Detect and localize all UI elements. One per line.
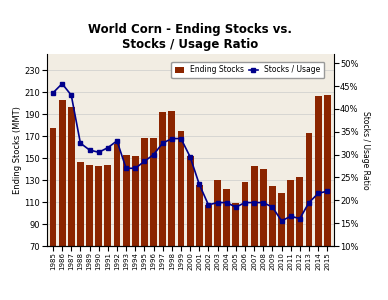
- Stocks / Usage: [142, 160, 147, 163]
- Stocks / Usage: [224, 201, 229, 204]
- Bar: [242, 182, 248, 300]
- Bar: [232, 203, 239, 300]
- Y-axis label: Stocks / Usage Ratio: Stocks / Usage Ratio: [361, 111, 370, 189]
- Bar: [132, 156, 139, 300]
- Bar: [141, 139, 148, 300]
- Title: World Corn - Ending Stocks vs.
Stocks / Usage Ratio: World Corn - Ending Stocks vs. Stocks / …: [88, 23, 292, 51]
- Bar: [159, 112, 166, 300]
- Stocks / Usage: [307, 201, 311, 204]
- Stocks / Usage: [215, 201, 220, 204]
- Stocks / Usage: [188, 155, 192, 159]
- Stocks / Usage: [279, 219, 284, 223]
- Bar: [306, 133, 312, 300]
- Bar: [278, 193, 285, 300]
- Stocks / Usage: [96, 151, 101, 154]
- Bar: [296, 177, 303, 300]
- Bar: [287, 180, 294, 300]
- Stocks / Usage: [325, 189, 330, 193]
- Stocks / Usage: [261, 201, 266, 204]
- Bar: [68, 107, 74, 300]
- Bar: [123, 155, 130, 300]
- Stocks / Usage: [69, 93, 74, 97]
- Bar: [168, 111, 175, 300]
- Stocks / Usage: [60, 82, 64, 85]
- Bar: [104, 165, 111, 300]
- Bar: [187, 156, 194, 300]
- Bar: [214, 180, 221, 300]
- Bar: [196, 184, 203, 300]
- Bar: [86, 165, 93, 300]
- Stocks / Usage: [197, 182, 202, 186]
- Line: Stocks / Usage: Stocks / Usage: [51, 82, 329, 223]
- Bar: [95, 166, 102, 300]
- Stocks / Usage: [298, 217, 302, 220]
- Stocks / Usage: [124, 167, 128, 170]
- Stocks / Usage: [234, 205, 238, 209]
- Stocks / Usage: [87, 148, 92, 152]
- Stocks / Usage: [252, 201, 256, 204]
- Stocks / Usage: [133, 167, 138, 170]
- Bar: [50, 128, 56, 300]
- Stocks / Usage: [160, 141, 165, 145]
- Y-axis label: Ending Stocks (MMT): Ending Stocks (MMT): [13, 106, 22, 194]
- Stocks / Usage: [170, 137, 174, 140]
- Stocks / Usage: [288, 214, 293, 218]
- Bar: [178, 131, 184, 300]
- Bar: [315, 96, 322, 300]
- Legend: Ending Stocks, Stocks / Usage: Ending Stocks, Stocks / Usage: [171, 62, 324, 78]
- Stocks / Usage: [106, 146, 110, 149]
- Stocks / Usage: [270, 205, 275, 209]
- Stocks / Usage: [242, 201, 247, 204]
- Bar: [223, 189, 230, 300]
- Stocks / Usage: [316, 192, 320, 195]
- Bar: [324, 94, 331, 300]
- Bar: [77, 161, 84, 300]
- Bar: [260, 169, 267, 300]
- Stocks / Usage: [206, 203, 211, 207]
- Stocks / Usage: [178, 137, 183, 140]
- Bar: [205, 206, 212, 300]
- Stocks / Usage: [78, 141, 83, 145]
- Bar: [251, 166, 258, 300]
- Stocks / Usage: [151, 153, 156, 156]
- Stocks / Usage: [114, 139, 119, 143]
- Bar: [59, 100, 66, 300]
- Bar: [269, 186, 276, 300]
- Stocks / Usage: [50, 91, 55, 95]
- Bar: [114, 144, 120, 300]
- Bar: [150, 139, 157, 300]
